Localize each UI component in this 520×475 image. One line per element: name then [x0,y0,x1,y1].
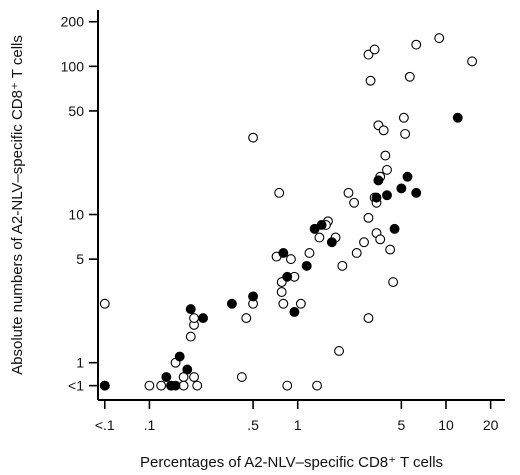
filled-data-point [226,298,237,309]
x-tick-label: 10 [438,417,454,433]
axes [97,10,505,401]
open-data-point [276,287,287,297]
open-data-point [192,380,203,391]
y-tick-label: <1 [68,378,84,394]
filled-data-point [185,304,196,315]
filled-data-point [289,306,300,317]
open-data-point [398,112,409,123]
y-axis-ticks: <1 1 5 10 50 100 200 [61,14,98,394]
filled-data-point [161,372,172,382]
open-data-point [178,380,189,391]
y-tick-label: 1 [76,355,84,371]
open-data-point [385,244,396,255]
open-data-point [400,128,411,139]
open-data-point [241,313,252,324]
open-data-point [304,248,315,258]
open-data-point [295,298,306,309]
open-data-point [363,313,374,324]
filled-data-point [301,260,312,271]
filled-data-point [382,190,392,201]
y-tick-label: 50 [68,103,84,119]
open-data-point [365,75,376,86]
y-tick-label: 200 [61,14,85,30]
open-data-point [314,232,325,243]
open-data-point [282,380,293,391]
open-data-point [185,331,196,342]
open-data-point [351,248,362,258]
open-data-point [248,132,259,143]
filled-data-point [389,223,400,234]
filled-data-point [198,313,209,324]
x-tick-label: 5 [397,417,405,433]
filled-data-point [99,380,110,391]
open-data-point [334,346,344,356]
open-data-point [375,234,386,245]
y-tick-label: 5 [76,251,84,267]
filled-data-point [371,192,382,203]
filled-data-point [170,380,181,391]
filled-data-point [316,220,327,230]
y-axis-title: Absolute numbers of A2-NLV–specific CD8⁺… [9,35,26,375]
filled-data-point [174,351,185,362]
open-data-point [378,125,389,136]
filled-data-point [452,112,463,123]
filled-data-point [402,171,413,182]
open-data-point [411,39,422,50]
open-data-point [404,71,415,82]
open-data-point [156,380,167,391]
open-data-point [99,298,110,309]
filled-data-point [278,248,289,258]
filled-data-point [411,187,422,198]
open-data-point [236,372,247,382]
open-data-point [369,44,380,55]
filled-data-point [182,364,193,375]
open-data-point [467,56,478,67]
x-tick-label: <.1 [95,417,115,433]
open-data-point [434,33,445,44]
open-data-point [363,212,374,223]
x-tick-label: .5 [247,417,259,433]
x-axis-title: Percentages of A2-NLV–specific CD8⁺ T ce… [140,454,443,471]
filled-data-point [373,175,384,186]
filled-data-point [326,237,337,248]
open-data-point [382,164,392,175]
open-data-point [388,277,399,288]
open-data-point [349,197,360,208]
open-data-point [274,187,285,198]
open-data-point [343,187,354,198]
data-points [99,33,478,391]
open-data-point [189,372,200,382]
filled-data-point [248,291,259,302]
open-data-point [359,237,369,248]
filled-data-point [396,183,407,194]
y-tick-label: 10 [68,207,84,223]
x-tick-label: 1 [294,417,302,433]
x-tick-label: 20 [483,417,499,433]
open-data-point [337,260,348,271]
filled-data-point [282,271,293,282]
open-data-point [189,313,200,324]
open-data-point [144,380,155,391]
open-data-point [278,298,289,309]
x-axis-ticks: <.1 .1 .5 1 5 10 20 [95,400,499,433]
open-data-point [380,150,391,161]
y-tick-label: 100 [61,58,85,74]
open-data-point [285,254,296,265]
open-data-point [312,380,322,391]
x-tick-label: .1 [144,417,156,433]
